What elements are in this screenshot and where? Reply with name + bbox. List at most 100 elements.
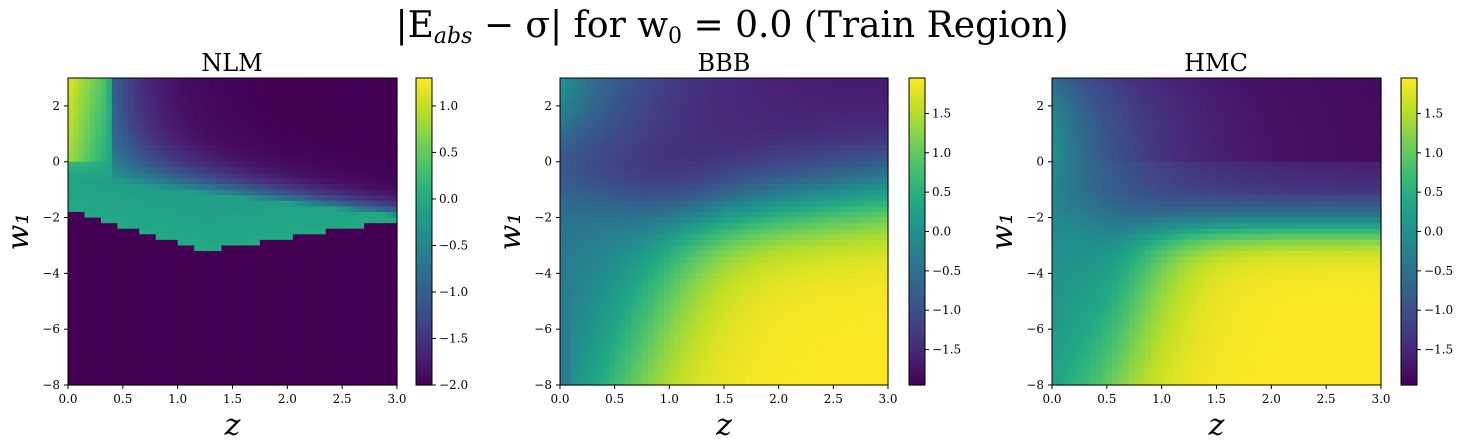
- heatmap-cell: [685, 323, 692, 330]
- heatmap-cell: [631, 273, 638, 280]
- heatmap-cell: [609, 334, 616, 341]
- heatmap-cell: [325, 122, 332, 129]
- heatmap-cell: [696, 351, 703, 358]
- heatmap-cell: [210, 251, 217, 258]
- heatmap-cell: [150, 133, 157, 140]
- heatmap-cell: [139, 105, 146, 113]
- heatmap-cell: [205, 100, 212, 107]
- heatmap-cell: [73, 323, 80, 330]
- heatmap-cell: [139, 178, 146, 185]
- heatmap-cell: [144, 178, 151, 185]
- heatmap-cell: [336, 273, 343, 280]
- heatmap-cell: [133, 94, 140, 101]
- heatmap-cell: [598, 306, 605, 314]
- heatmap-cell: [265, 83, 272, 90]
- heatmap-cell: [216, 228, 223, 235]
- heatmap-cell: [254, 178, 261, 185]
- heatmap-cell: [111, 156, 118, 163]
- heatmap-cell: [243, 211, 250, 219]
- heatmap-cell: [227, 267, 234, 274]
- heatmap-cell: [565, 318, 572, 325]
- heatmap-cell: [336, 379, 343, 386]
- heatmap-cell: [592, 206, 599, 213]
- heatmap-cell: [642, 267, 649, 274]
- colorbar-step: [416, 326, 432, 331]
- heatmap-cell: [603, 267, 610, 274]
- heatmap-cell: [111, 245, 118, 252]
- heatmap-cell: [78, 239, 86, 247]
- heatmap-cell: [205, 189, 212, 196]
- heatmap-cell: [669, 273, 676, 280]
- colorbar-step: [416, 114, 432, 119]
- heatmap-cell: [199, 211, 206, 219]
- heatmap-cell: [172, 301, 179, 308]
- heatmap-cell: [364, 78, 371, 85]
- heatmap-cell: [254, 211, 261, 219]
- heatmap-cell: [172, 111, 179, 118]
- heatmap-cell: [325, 144, 332, 152]
- heatmap-cell: [625, 133, 632, 140]
- heatmap-cell: [658, 239, 665, 247]
- heatmap-cell: [391, 290, 398, 297]
- heatmap-cell: [560, 357, 567, 364]
- heatmap-cell: [336, 161, 343, 168]
- heatmap-cell: [647, 122, 654, 129]
- heatmap-cell: [560, 150, 567, 157]
- heatmap-cell: [609, 306, 616, 314]
- heatmap-cell: [166, 78, 173, 85]
- heatmap-cell: [166, 295, 173, 302]
- heatmap-cell: [122, 368, 129, 375]
- heatmap-cell: [161, 284, 168, 291]
- heatmap-cell: [669, 234, 676, 241]
- heatmap-cell: [73, 223, 80, 230]
- heatmap-cell: [194, 172, 201, 180]
- heatmap-cell: [658, 284, 665, 291]
- heatmap-cell: [642, 239, 649, 247]
- heatmap-cell: [106, 189, 113, 196]
- heatmap-cell: [331, 206, 338, 213]
- heatmap-cell: [139, 329, 146, 336]
- heatmap-cell: [647, 133, 654, 140]
- heatmap-cell: [331, 234, 338, 241]
- heatmap-cell: [139, 362, 146, 369]
- heatmap-cell: [696, 111, 703, 118]
- heatmap-cell: [89, 357, 97, 364]
- heatmap-cell: [73, 128, 80, 135]
- heatmap-cell: [243, 334, 250, 341]
- heatmap-cell: [232, 111, 239, 118]
- heatmap-cell: [243, 189, 250, 196]
- heatmap-cell: [122, 78, 129, 85]
- heatmap-cell: [199, 128, 206, 135]
- heatmap-cell: [276, 184, 283, 191]
- heatmap-cell: [265, 78, 272, 85]
- heatmap-cell: [292, 144, 299, 152]
- heatmap-cell: [658, 357, 665, 364]
- heatmap-cell: [364, 144, 371, 152]
- heatmap-cell: [581, 334, 588, 341]
- heatmap-cell: [106, 128, 113, 135]
- heatmap-cell: [161, 117, 168, 124]
- heatmap-cell: [380, 329, 387, 336]
- heatmap-cell: [342, 161, 349, 168]
- heatmap-cell: [95, 312, 102, 319]
- heatmap-cell: [122, 178, 129, 185]
- heatmap-cell: [205, 133, 212, 140]
- heatmap-cell: [166, 172, 173, 180]
- heatmap-cell: [581, 139, 588, 146]
- heatmap-cell: [652, 122, 659, 129]
- heatmap-cell: [347, 206, 354, 213]
- heatmap-cell: [614, 345, 621, 353]
- heatmap-cell: [243, 323, 250, 330]
- heatmap-cell: [210, 357, 217, 364]
- heatmap-cell: [625, 340, 632, 347]
- heatmap-cell: [259, 122, 266, 129]
- heatmap-cell: [320, 345, 327, 353]
- heatmap-cell: [560, 340, 567, 347]
- heatmap-cell: [100, 228, 107, 235]
- heatmap-cell: [592, 239, 599, 247]
- heatmap-cell: [631, 368, 638, 375]
- colorbar-step: [416, 84, 432, 88]
- heatmap-cell: [221, 156, 228, 163]
- heatmap-cell: [386, 379, 393, 386]
- heatmap-cell: [166, 184, 173, 191]
